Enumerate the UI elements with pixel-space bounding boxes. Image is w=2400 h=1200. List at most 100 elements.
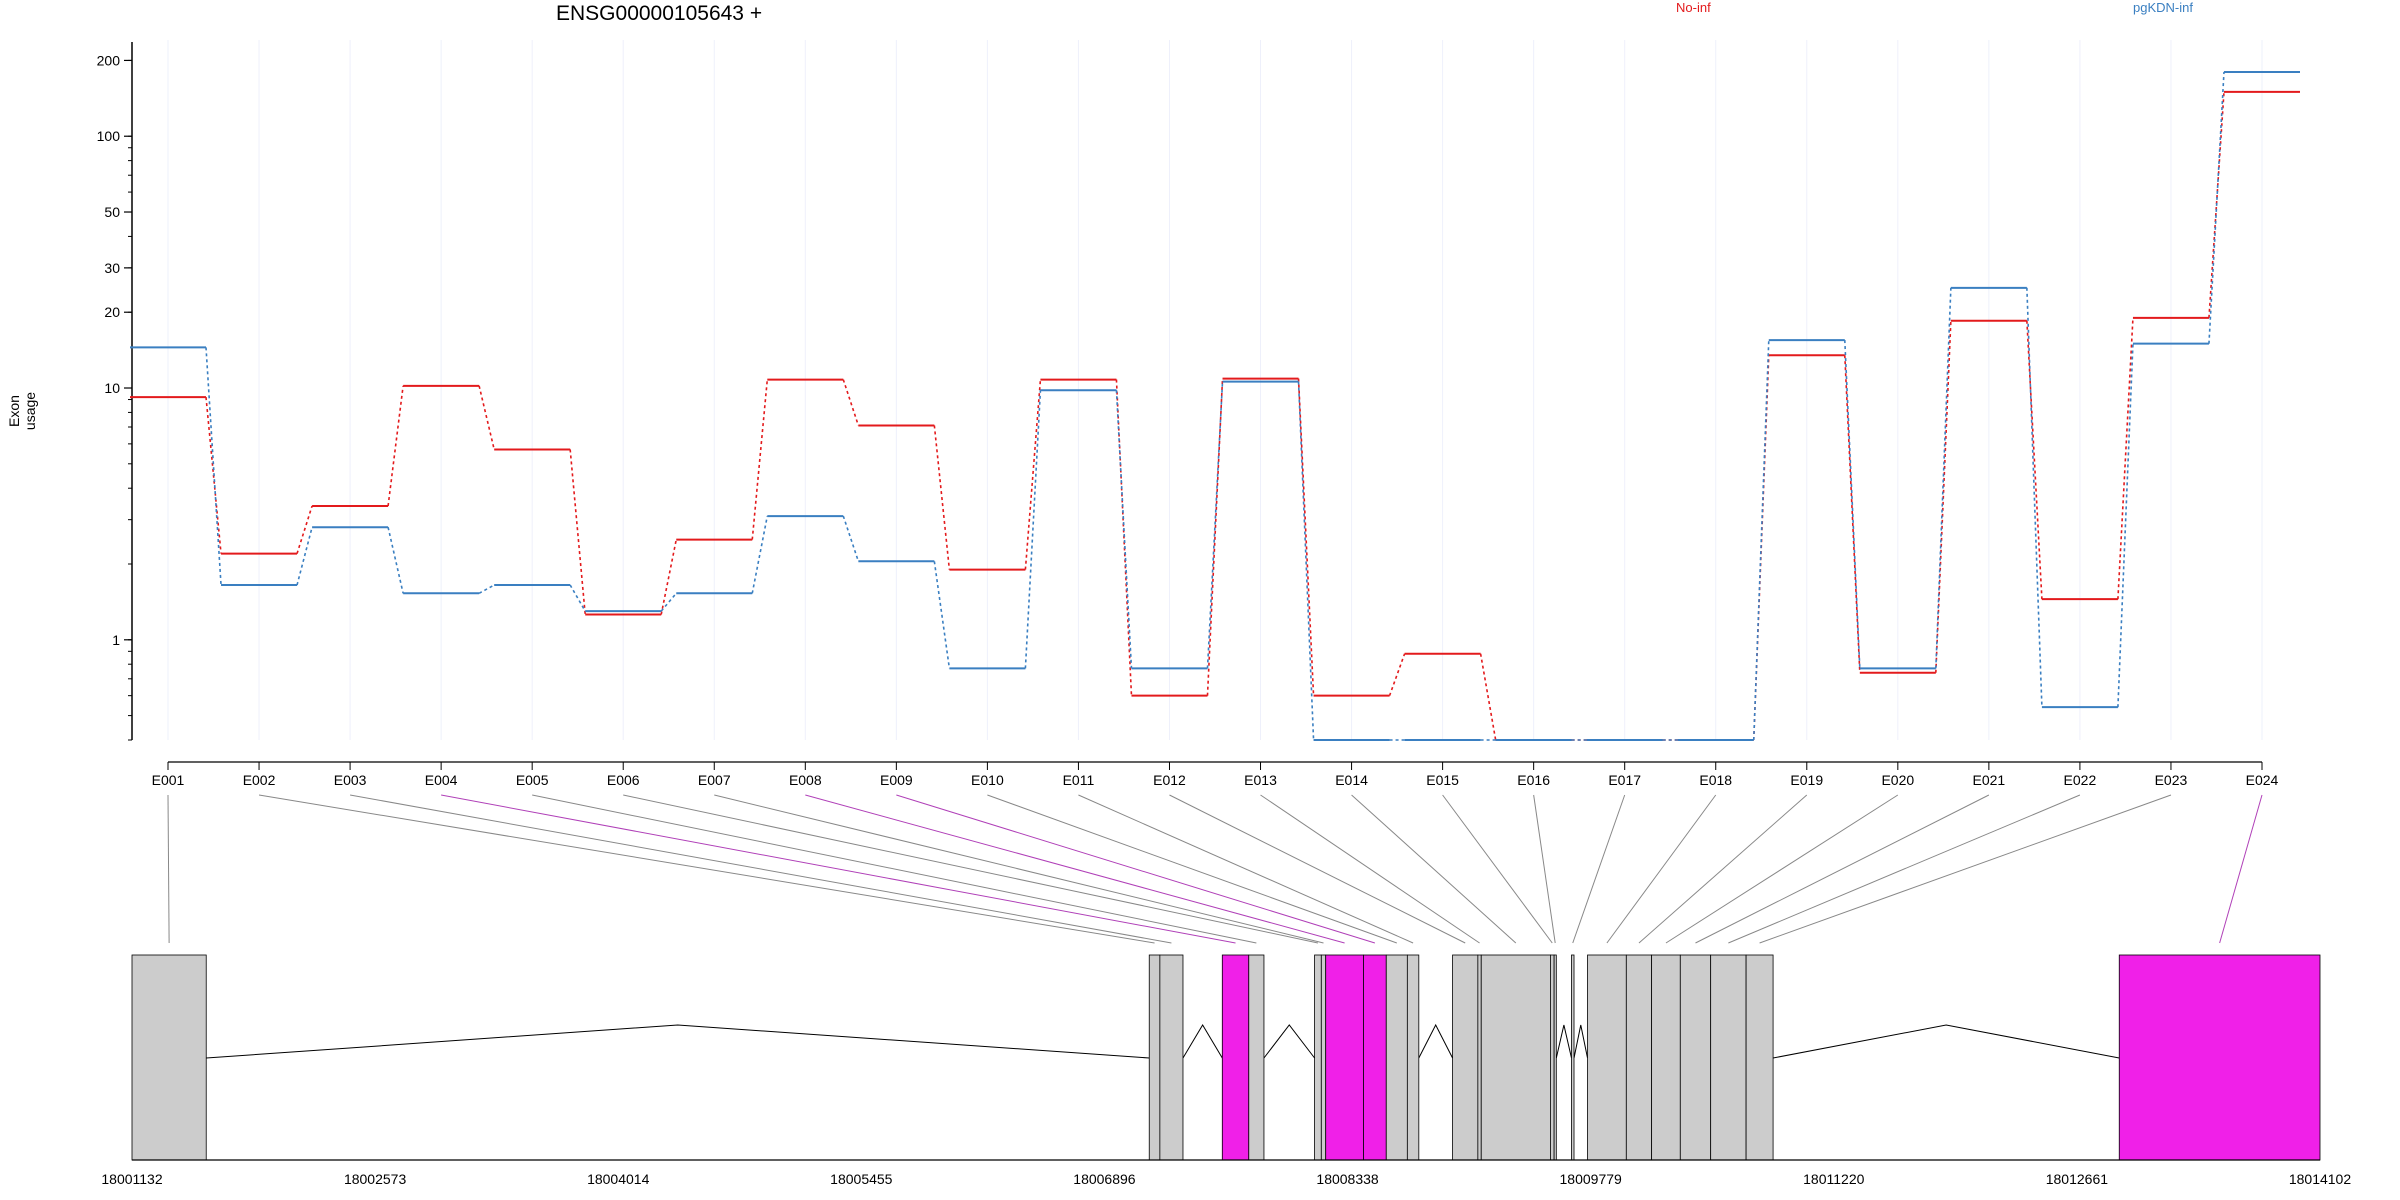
connector-e024 (2219, 794, 2263, 944)
x-tick-label-e021: E021 (1973, 772, 2006, 788)
exon-e013 (1477, 954, 1482, 1161)
segment (1752, 340, 1770, 741)
connector-e011 (1078, 794, 1414, 944)
segment (660, 539, 678, 615)
segment (1024, 390, 1042, 669)
legend-pgkdn-inf: pgKDN-inf (2133, 0, 2193, 15)
connector-e013 (1260, 794, 1480, 944)
connector-e018 (1606, 794, 1717, 944)
segment (1935, 320, 1952, 673)
connector-e005 (532, 794, 1257, 944)
connector-e020 (1665, 794, 1899, 944)
genomic-tick-label: 18005455 (830, 1171, 893, 1187)
x-tick-label-e013: E013 (1244, 772, 1277, 788)
exon-e003 (1159, 954, 1184, 1161)
connector-e002 (258, 794, 1155, 944)
segment (751, 515, 769, 594)
connector-e010 (987, 794, 1397, 944)
chart-title: ENSG00000105643 + (556, 2, 763, 25)
segment (1206, 378, 1224, 696)
grid-lines (167, 40, 2263, 740)
exon-e004 (1221, 954, 1250, 1161)
x-tick-label-e015: E015 (1426, 772, 1459, 788)
exon-e020 (1651, 954, 1681, 1161)
legend-no-inf: No-inf (1676, 0, 1711, 15)
x-tick-label-e018: E018 (1699, 772, 1732, 788)
connector-e016 (1533, 794, 1556, 944)
segment (751, 379, 769, 540)
intron (1418, 1023, 1454, 1059)
y-tick-label: 50 (104, 204, 120, 220)
connector-e015 (1442, 794, 1553, 944)
segment (1297, 378, 1315, 696)
genomic-tick-label: 18002573 (344, 1171, 407, 1187)
x-tick-label-e006: E006 (607, 772, 640, 788)
genomic-tick-label: 18004014 (587, 1171, 650, 1187)
intron (1555, 1024, 1572, 1059)
connector-e009 (896, 794, 1376, 944)
y-tick-label: 10 (104, 380, 120, 396)
x-tick-label-e009: E009 (880, 772, 913, 788)
series-lines (130, 70, 2300, 741)
segment (387, 385, 404, 507)
exon-e006 (1314, 954, 1322, 1161)
exon-e019 (1625, 954, 1653, 1161)
segment (933, 425, 951, 570)
connector-e004 (441, 794, 1236, 944)
segment (478, 385, 495, 450)
x-tick-label-e003: E003 (334, 772, 367, 788)
exon-connectors (167, 794, 2263, 944)
segment (2117, 317, 2134, 600)
connector-e023 (1759, 794, 2172, 944)
genomic-tick-label: 18006896 (1073, 1171, 1136, 1187)
segment (387, 527, 404, 594)
exon-e023 (1745, 954, 1774, 1161)
x-tick-label-e017: E017 (1608, 772, 1641, 788)
exon-e002 (1148, 954, 1161, 1161)
y-tick-label: 1 (112, 632, 120, 648)
x-tick-label-e007: E007 (698, 772, 731, 788)
y-tick-label: 20 (104, 304, 120, 320)
connector-e001 (167, 794, 170, 944)
exon-e021 (1679, 954, 1712, 1161)
intron (1772, 1024, 2120, 1059)
exon-e010 (1385, 954, 1408, 1161)
x-tick-label-e012: E012 (1153, 772, 1186, 788)
x-tick-label-e014: E014 (1335, 772, 1368, 788)
x-tick-label-e011: E011 (1063, 772, 1095, 788)
exon-e024 (2118, 954, 2321, 1161)
x-tick-label-e024: E024 (2246, 772, 2279, 788)
series-no-inf (130, 90, 2300, 741)
genomic-axis: 18001132 18002573 18004014 18005455 18006896… (101, 1159, 2352, 1187)
segment (1024, 379, 1042, 570)
connector-e006 (623, 794, 1319, 944)
genomic-tick-label: 18012661 (2046, 1171, 2109, 1187)
segment (660, 592, 677, 612)
segment (2026, 287, 2043, 708)
intron (206, 1024, 1150, 1059)
segment (569, 584, 586, 612)
exon-e014 (1480, 954, 1551, 1161)
x-tick-label-e020: E020 (1881, 772, 1914, 788)
x-tick-label-e022: E022 (2064, 772, 2097, 788)
genomic-tick-label: 18001132 (101, 1171, 162, 1187)
segment (842, 379, 860, 426)
exon-e017 (1571, 954, 1575, 1161)
genomic-tick-label: 18014102 (2289, 1171, 2352, 1187)
exon-e016 (1553, 954, 1557, 1161)
x-tick-label-e005: E005 (516, 772, 549, 788)
exon-e011 (1406, 954, 1420, 1161)
connector-e019 (1638, 794, 1808, 944)
genomic-tick-label: 18009779 (1560, 1171, 1623, 1187)
genomic-tick-label: 18011220 (1803, 1171, 1864, 1187)
segment (1388, 653, 1406, 696)
segment (2208, 91, 2225, 318)
segment (2117, 343, 2134, 708)
segment (842, 515, 860, 562)
x-tick-label-e023: E023 (2155, 772, 2188, 788)
segment (296, 505, 313, 554)
exon-e012 (1452, 954, 1479, 1161)
x-axis: E001 E002 E003 E004 E005 E006 E007 E008 E009 E010… (152, 761, 2279, 788)
exon-e008 (1325, 954, 1364, 1161)
